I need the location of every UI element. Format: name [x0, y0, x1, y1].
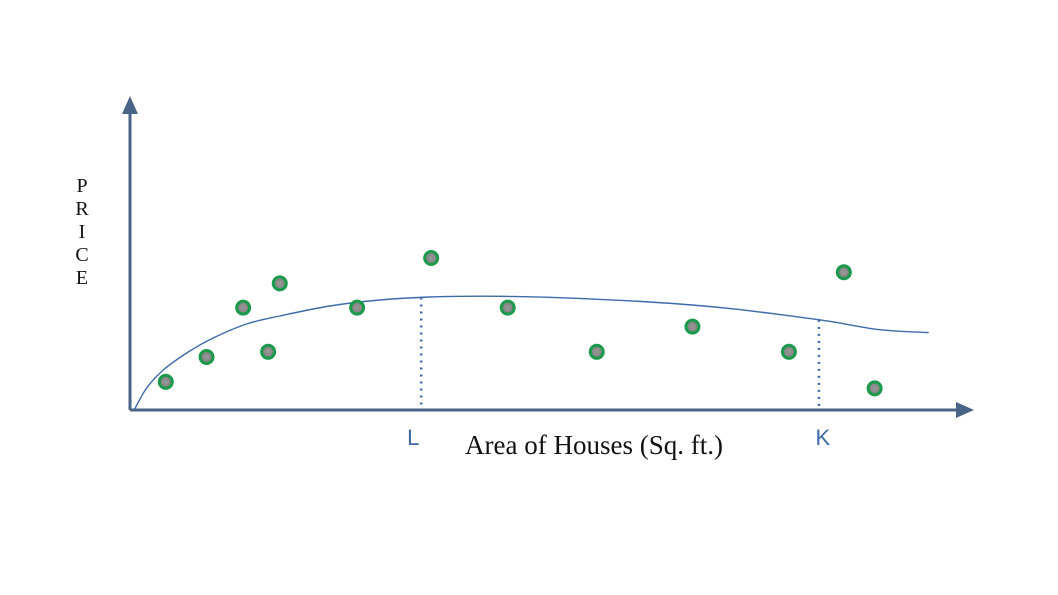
y-axis-label-letter: C	[75, 244, 88, 266]
data-point	[835, 264, 852, 281]
marker-label-L: L	[407, 425, 419, 450]
y-axis-label-letter: E	[76, 267, 88, 289]
data-point	[198, 349, 215, 365]
marker-label-K: K	[816, 425, 831, 450]
y-axis-label-letter: I	[79, 221, 86, 243]
data-point	[780, 343, 797, 360]
data-point	[866, 380, 883, 397]
data-point	[157, 373, 174, 390]
fitted-curve	[133, 295, 929, 411]
y-axis-label-letter: R	[75, 198, 89, 220]
axes	[122, 96, 974, 418]
data-point	[260, 343, 277, 360]
y-axis-label-letter: P	[76, 175, 87, 197]
data-point	[235, 299, 252, 316]
data-point	[271, 275, 288, 292]
x-axis-label: Area of Houses (Sq. ft.)	[465, 430, 723, 460]
data-points	[157, 250, 883, 397]
x-axis-arrow-icon	[956, 402, 974, 418]
data-point	[588, 343, 605, 360]
data-point	[349, 299, 366, 316]
data-point	[684, 318, 701, 335]
data-point	[499, 299, 516, 316]
y-axis-arrow-icon	[122, 96, 138, 114]
data-point	[423, 250, 440, 266]
